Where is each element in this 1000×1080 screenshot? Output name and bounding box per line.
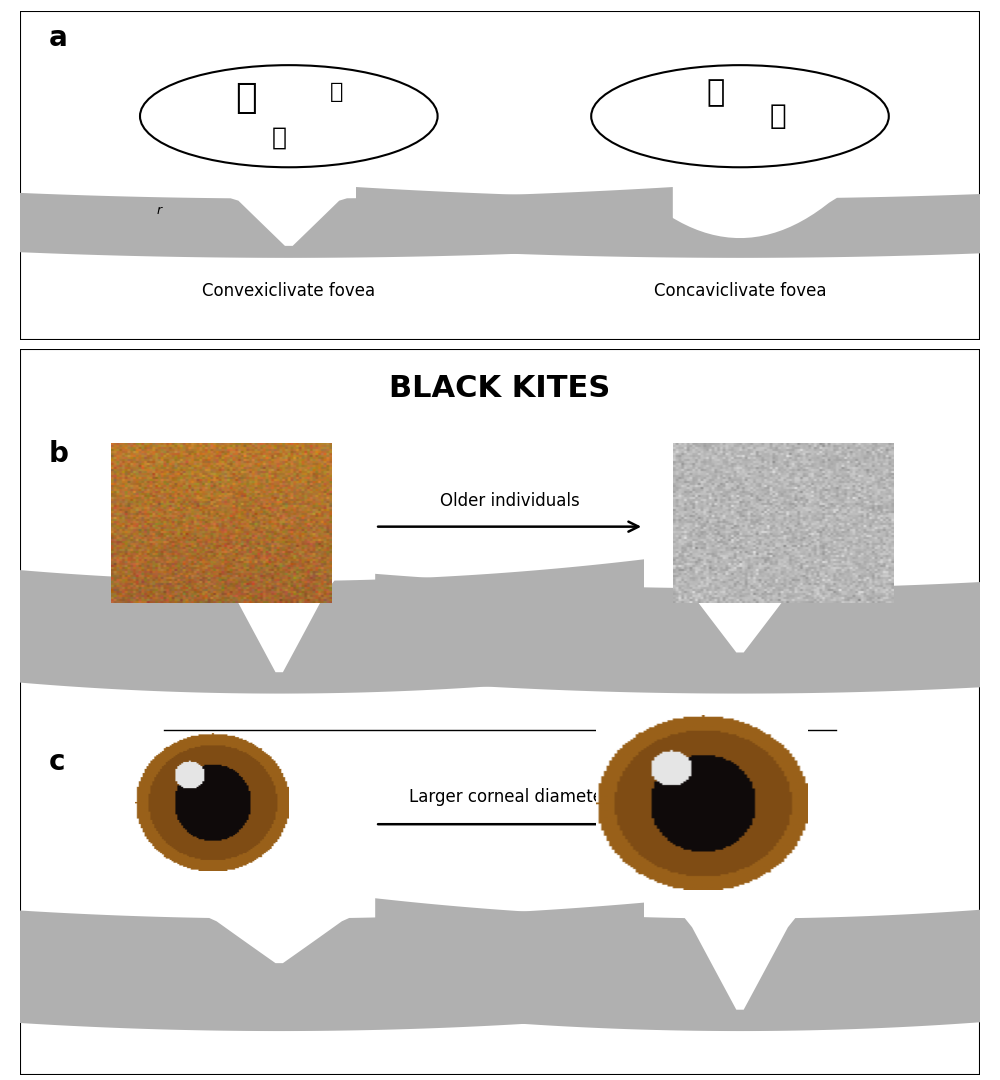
Text: Convexiclivate fovea: Convexiclivate fovea (202, 282, 375, 300)
Text: 🐦: 🐦 (235, 81, 256, 116)
Polygon shape (356, 187, 1000, 258)
Text: r: r (147, 590, 152, 603)
Text: Concaviclivate fovea: Concaviclivate fovea (654, 282, 826, 300)
Polygon shape (375, 573, 1000, 693)
Text: Larger corneal diameter: Larger corneal diameter (409, 788, 610, 807)
Circle shape (591, 65, 889, 167)
Circle shape (140, 65, 438, 167)
Text: 🦍: 🦍 (770, 103, 787, 131)
Polygon shape (0, 903, 644, 1031)
Text: a: a (49, 24, 68, 52)
Text: r: r (157, 204, 162, 217)
Polygon shape (375, 899, 1000, 1031)
Polygon shape (0, 559, 644, 693)
Text: BLACK KITES: BLACK KITES (389, 375, 611, 403)
Text: c: c (49, 748, 65, 777)
Polygon shape (0, 187, 673, 258)
Text: 🐟: 🐟 (272, 125, 287, 150)
Text: 🚶: 🚶 (707, 79, 725, 108)
Text: 🦎: 🦎 (330, 81, 343, 102)
Text: Older individuals: Older individuals (440, 492, 579, 510)
Text: b: b (49, 440, 69, 468)
